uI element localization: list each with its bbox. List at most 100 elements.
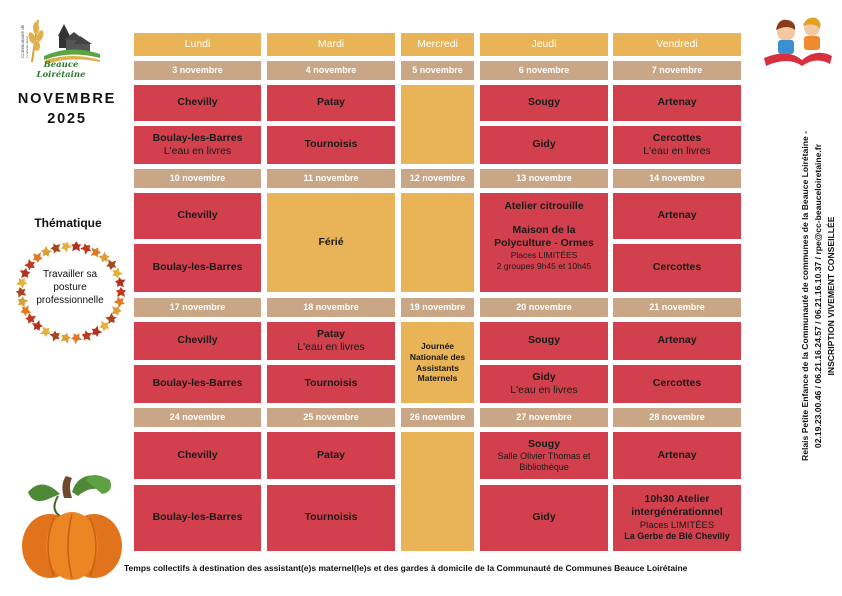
leaf-icon [91, 325, 103, 338]
session-activity: L'eau en livres [643, 145, 711, 157]
session-cell: Boulay-les-Barres [134, 365, 261, 403]
session-place: Gidy [532, 138, 556, 151]
date-cell: 4 novembre [267, 61, 395, 80]
session-cell: Cercottes [613, 244, 741, 292]
leaf-icon [31, 320, 43, 331]
leaf-icon [49, 330, 60, 342]
session-cell: Tournoisis [267, 365, 395, 403]
leaf-icon [98, 251, 110, 263]
leaf-icon [17, 296, 29, 308]
session-place: Tournoisis [304, 511, 358, 524]
session-cell: Artenay [613, 193, 741, 239]
leaf-icon [60, 332, 72, 344]
date-cell: 27 novembre [480, 408, 608, 427]
workshop-place: Maison de la [512, 224, 576, 237]
session-cell: Chevilly [134, 322, 261, 360]
leaf-icon [106, 259, 117, 270]
side-line-2: 02.19.23.00.46 / 06.21.16.24.57 / 06.21.… [813, 143, 823, 449]
logo-emblem-icon [28, 19, 100, 64]
session-place: Cercottes [652, 261, 702, 274]
page-title: NOVEMBRE 2025 [10, 90, 124, 129]
session-cell: Sougy Salle Olivier Thomas et Bibliothèq… [480, 432, 608, 479]
date-cell: 13 novembre [480, 169, 608, 188]
session-location: Salle Olivier Thomas et [497, 450, 591, 461]
empty-day-cell [401, 193, 474, 292]
leaf-icon [99, 320, 110, 332]
autumn-leaf-wreath-icon [15, 241, 126, 345]
event-line: Maternels [417, 373, 458, 384]
workshop-title: 10h30 Atelier [644, 493, 710, 506]
leaf-icon [71, 241, 82, 252]
leaf-icon [81, 330, 93, 341]
session-place: Sougy [527, 334, 561, 347]
session-place: Chevilly [177, 448, 218, 461]
leaf-icon [20, 305, 32, 317]
workshop-place: Polyculture - Ormes [494, 237, 594, 250]
logo-vertical-text: Communauté de communes [20, 24, 28, 58]
session-place: Tournoisis [304, 138, 358, 151]
leaf-icon [70, 333, 83, 345]
leaf-icon [111, 305, 122, 316]
session-place: Boulay-les-Barres [152, 131, 243, 144]
event-line: Assistants [416, 362, 459, 373]
session-place: Boulay-les-Barres [152, 261, 243, 274]
theme-text: Travailler sa posture professionnelle [36, 269, 104, 306]
session-place: Patay [316, 327, 346, 340]
workshop-limit: Places LIMITÉES [510, 250, 578, 261]
title-year: 2025 [47, 110, 87, 127]
workshop-cell: 10h30 Atelier intergénérationnel Places … [613, 485, 741, 551]
date-cell: 18 novembre [267, 298, 395, 317]
day-header-mardi: Mardi [267, 33, 395, 56]
session-cell: Patay L'eau en livres [267, 322, 395, 360]
side-line-3: INSCRIPTION VIVEMENT CONSEILLÉE [826, 216, 836, 376]
workshop-title: intergénérationnel [631, 506, 723, 519]
session-place: Cercottes [652, 377, 702, 390]
day-header-vendredi: Vendredi [613, 33, 741, 56]
leaf-icon [50, 243, 61, 254]
session-place: Tournoisis [304, 377, 358, 390]
day-header-lundi: Lundi [134, 33, 261, 56]
session-place: Patay [316, 96, 346, 109]
empty-day-cell [401, 85, 474, 164]
session-activity: L'eau en livres [297, 341, 365, 353]
session-place: Gidy [532, 511, 556, 524]
leaf-icon [90, 247, 101, 258]
leaf-icon [60, 241, 73, 253]
leaf-icon [19, 268, 31, 279]
pumpkin-icon [22, 475, 122, 580]
logo-name: Beauce Loirétaine [36, 60, 86, 80]
date-cell: 6 novembre [480, 61, 608, 80]
session-cell: Gidy [480, 126, 608, 164]
session-place: Artenay [657, 448, 697, 461]
session-cell: Boulay-les-Barres [134, 485, 261, 551]
session-cell: Cercottes [613, 365, 741, 403]
session-place: Sougy [527, 96, 561, 109]
leaf-icon [40, 245, 53, 257]
leaf-icon [15, 287, 27, 298]
children-reading-icon [764, 17, 832, 66]
workshop-groups: 2 groupes 9h45 et 10h45 [496, 261, 592, 271]
session-cell: Artenay [613, 432, 741, 479]
date-cell: 10 novembre [134, 169, 261, 188]
title-month: NOVEMBRE [17, 91, 117, 107]
footer-note: Temps collectifs à destination des assis… [124, 563, 688, 573]
date-cell: 3 novembre [134, 61, 261, 80]
session-cell: Gidy L'eau en livres [480, 365, 608, 403]
day-header-jeudi: Jeudi [480, 33, 608, 56]
date-cell: 19 novembre [401, 298, 474, 317]
session-cell: Sougy [480, 322, 608, 360]
leaf-icon [105, 312, 117, 324]
session-cell: Sougy [480, 85, 608, 121]
session-place: Chevilly [177, 334, 218, 347]
date-cell: 5 novembre [401, 61, 474, 80]
session-cell: Artenay [613, 322, 741, 360]
session-location: Bibliothèque [519, 462, 569, 473]
workshop-place: La Gerbe de Blé Chevilly [624, 531, 730, 542]
theme-label: Thématique [34, 216, 102, 230]
session-cell: Chevilly [134, 432, 261, 479]
session-cell: Chevilly [134, 193, 261, 239]
leaf-icon [116, 287, 126, 297]
event-cell: Journée Nationale des Assistants Materne… [401, 322, 474, 403]
session-place: Cercottes [652, 131, 702, 144]
session-activity: L'eau en livres [510, 384, 578, 396]
